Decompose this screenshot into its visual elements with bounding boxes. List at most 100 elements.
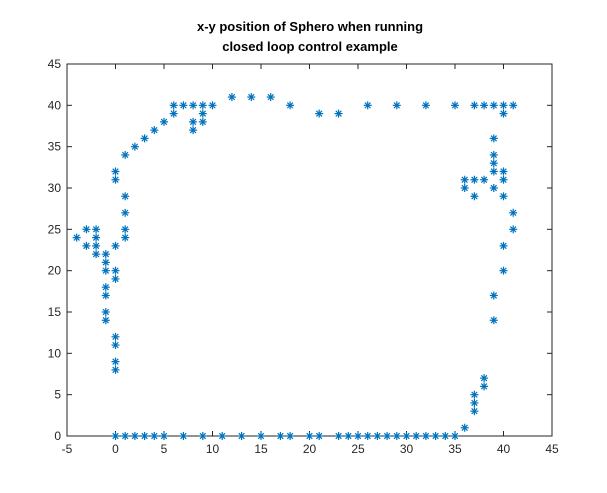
chart-title-line-2: closed loop control example [222,39,398,54]
data-point [392,432,401,440]
x-tick-label: 35 [448,442,462,456]
x-tick-label: 20 [303,442,317,456]
data-point [111,341,120,350]
data-point [499,241,508,250]
data-point [198,101,207,110]
data-point [198,109,207,118]
data-point [480,374,489,383]
data-point [121,208,130,217]
data-point [121,150,130,159]
data-point [286,101,295,110]
data-point [121,432,130,440]
data-point [218,432,227,440]
data-point [111,274,120,283]
data-point [499,175,508,184]
data-point [392,101,401,110]
data-point [489,167,498,176]
data-point [111,332,120,341]
data-point [489,134,498,143]
data-point [101,283,110,292]
data-point [101,316,110,325]
y-tick-label: 10 [48,346,62,360]
data-point [354,432,362,440]
x-tick-label: 45 [545,442,559,456]
data-point [499,109,508,118]
y-tick-label: 35 [48,140,62,154]
y-tick-label: 25 [48,222,62,236]
data-point [121,233,130,242]
data-point [130,432,139,440]
data-point [470,398,479,407]
data-point [140,432,149,440]
data-point [140,134,149,143]
data-point [160,432,168,440]
data-point [227,93,236,102]
data-point [451,432,459,440]
data-point [198,117,207,126]
data-point [169,109,178,118]
data-point [92,225,101,234]
y-tick-label: 30 [48,181,62,195]
data-point [247,93,256,102]
data-point [101,250,110,259]
data-point [441,432,450,440]
data-point [421,101,430,110]
data-point [489,150,498,159]
data-point [480,101,489,110]
data-point [509,101,518,110]
data-point [489,316,498,325]
x-tick-label: 10 [206,442,220,456]
y-tick-label: 15 [48,305,62,319]
data-point [266,93,275,102]
x-axis: -5 0 5 10 15 20 25 30 35 40 45 [62,64,559,456]
data-point [499,266,508,275]
x-tick-label: 40 [497,442,511,456]
data-point [499,192,508,201]
axes-box [66,63,553,437]
data-point [470,407,479,416]
data-point [101,291,110,300]
data-point [72,233,81,242]
data-point [169,101,178,110]
data-point [286,432,295,440]
y-tick-label: 45 [48,57,62,71]
data-point [130,142,139,151]
data-point [111,432,120,440]
data-point [208,101,217,110]
data-point [101,308,110,316]
data-point [82,241,91,250]
data-point [431,432,440,440]
data-point [489,159,498,168]
data-point [189,126,198,135]
data-point [92,233,101,242]
data-point [101,258,110,267]
x-tick-label: 25 [351,442,365,456]
data-point [111,175,120,184]
data-point [412,432,421,440]
data-point [334,432,343,440]
data-point [421,432,430,440]
data-point [160,117,168,126]
data-point [489,291,498,300]
data-point [363,101,372,110]
y-axis: 0 5 10 15 20 25 30 35 40 45 [48,57,552,443]
x-tick-label: 0 [112,442,119,456]
data-point [499,167,508,176]
data-point [101,266,110,275]
data-point [179,101,188,110]
data-points [72,93,518,440]
data-point [276,432,285,440]
data-point [489,184,498,192]
data-point [111,167,120,176]
data-point [480,382,489,391]
data-point [509,225,518,234]
data-point [315,432,324,440]
data-point [189,101,198,110]
x-tick-label: 5 [161,442,168,456]
data-point [257,432,265,440]
data-point [470,175,479,184]
data-point [92,241,101,250]
data-point [237,432,246,440]
data-point [470,101,479,110]
